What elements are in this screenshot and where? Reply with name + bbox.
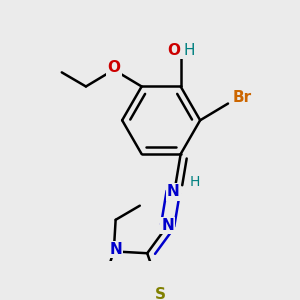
Text: Br: Br [232,91,252,106]
Text: O: O [167,43,181,58]
Text: H: H [189,175,200,189]
Text: S: S [155,287,166,300]
Text: H: H [183,43,195,58]
Text: N: N [167,184,180,200]
Text: N: N [109,242,122,257]
Text: N: N [161,218,174,233]
Text: O: O [107,60,120,75]
